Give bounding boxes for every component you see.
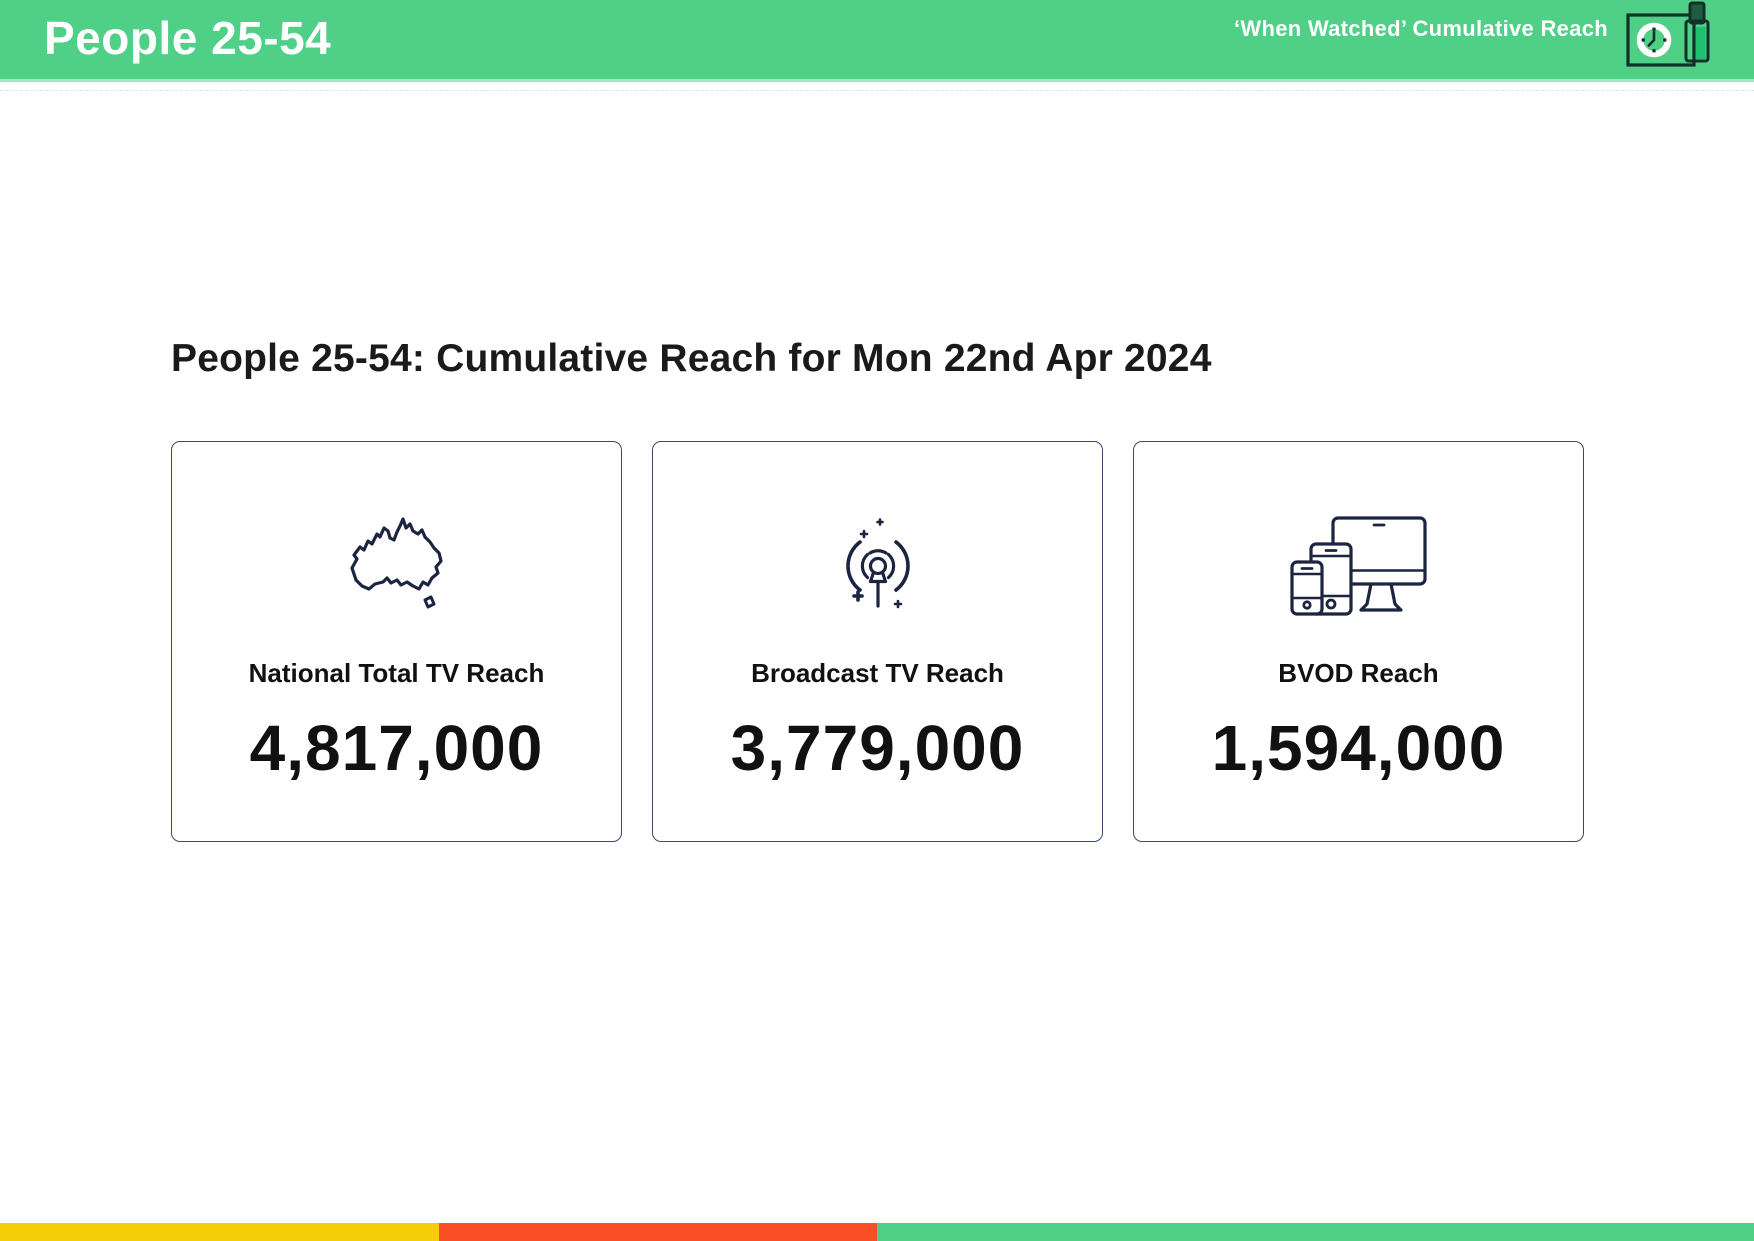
kpi-cards-row: National Total TV Reach 4,817,000 (171, 441, 1754, 842)
kpi-value: 3,779,000 (730, 712, 1025, 784)
devices-icon (1289, 514, 1429, 618)
header-subtitle: ‘When Watched’ Cumulative Reach (1234, 15, 1608, 41)
when-watched-logo (1624, 0, 1716, 77)
kpi-value: 4,817,000 (249, 712, 544, 784)
footer-yellow-segment (0, 1223, 439, 1241)
page-title: People 25-54 (44, 11, 332, 64)
main-content: People 25-54: Cumulative Reach for Mon 2… (0, 91, 1754, 842)
kpi-card-bvod: BVOD Reach 1,594,000 (1133, 441, 1584, 842)
clock-icon (1626, 1, 1710, 67)
footer-red-segment (438, 1223, 877, 1241)
header-right: ‘When Watched’ Cumulative Reach (1234, 0, 1716, 77)
kpi-label: BVOD Reach (1278, 658, 1439, 688)
footer-stripe (0, 1223, 1754, 1241)
kpi-label: Broadcast TV Reach (751, 658, 1004, 688)
phone-icon (1684, 1, 1710, 62)
broadcast-antenna-icon (828, 514, 928, 618)
australia-map-icon (345, 514, 449, 618)
kpi-value: 1,594,000 (1211, 712, 1506, 784)
kpi-card-broadcast-tv: Broadcast TV Reach 3,779,000 (652, 441, 1103, 842)
footer-green-segment (877, 1223, 1754, 1241)
kpi-card-national-total-tv: National Total TV Reach 4,817,000 (171, 441, 622, 842)
report-heading: People 25-54: Cumulative Reach for Mon 2… (171, 337, 1212, 380)
app-header: People 25-54 ‘When Watched’ Cumulative R… (0, 0, 1754, 82)
header-separator (0, 90, 1754, 91)
kpi-label: National Total TV Reach (248, 658, 545, 688)
